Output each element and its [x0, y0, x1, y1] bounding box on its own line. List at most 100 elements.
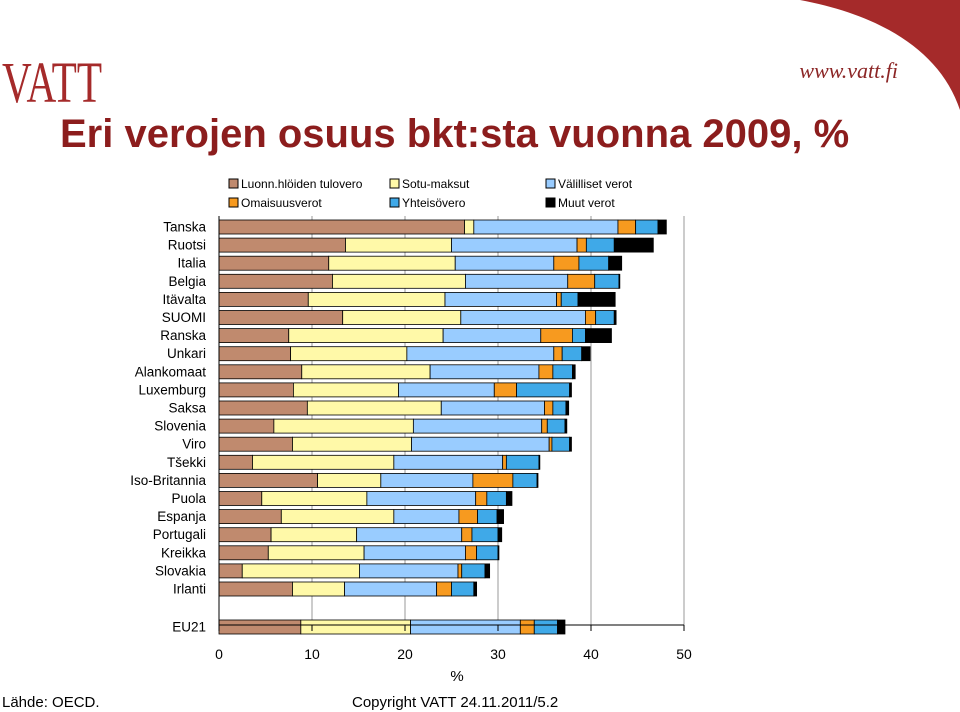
bar-segment-valilliset-verot	[366, 491, 477, 506]
bar-segment-yhteisovero	[561, 346, 583, 362]
bar-segment-omaisuusverot	[519, 619, 535, 635]
bar-segment-muut-verot	[538, 454, 541, 470]
bar-segment-omaisuusverot	[457, 563, 463, 579]
bar-segment-omaisuusverot	[585, 310, 597, 325]
bar-segment-yhteisovero	[552, 400, 567, 416]
bar-segment-muut-verot	[618, 273, 621, 289]
category-label-tanska: Tanska	[163, 220, 206, 235]
legend-label: Muut verot	[558, 196, 615, 210]
bar-segment-omaisuusverot	[617, 219, 637, 235]
bar-segment-omaisuusverot	[475, 491, 488, 506]
bar-segment-muut-verot	[557, 619, 566, 635]
legend-label: Sotu-maksut	[402, 177, 470, 191]
bar-segment-muut-verot	[473, 581, 478, 597]
category-label-unkari: Unkari	[167, 346, 206, 361]
bar-segment-yhteisovero	[560, 292, 579, 307]
bar-segment-omaisuusverot	[458, 509, 478, 525]
bar-segment-sotu-maksut	[292, 382, 399, 398]
legend-swatch	[228, 178, 239, 189]
bar-segment-muut-verot	[536, 472, 539, 488]
bar-segment-luonn-hloiden-tulovero	[218, 364, 303, 380]
bar-segment-yhteisovero	[486, 491, 507, 506]
bar-segment-luonn-hloiden-tulovero	[218, 509, 282, 525]
bar-segment-muut-verot	[564, 418, 568, 434]
bar-segment-omaisuusverot	[465, 545, 478, 561]
bar-segment-yhteisovero	[578, 255, 610, 271]
bar-segment-valilliset-verot	[454, 255, 555, 271]
bar-segment-muut-verot	[613, 310, 617, 325]
bar-segment-muut-verot	[608, 255, 623, 271]
bar-segment-sotu-maksut	[342, 310, 462, 325]
bar-segment-valilliset-verot	[451, 237, 578, 253]
bar-segment-muut-verot	[572, 364, 576, 380]
legend-label: Luonn.hlöiden tulovero	[241, 177, 363, 191]
bar-segment-valilliset-verot	[444, 292, 557, 307]
bar-segment-yhteisovero	[451, 581, 475, 597]
category-label-belgia: Belgia	[168, 274, 206, 289]
category-label-italia: Italia	[177, 256, 206, 271]
x-tick-label: 10	[304, 646, 320, 662]
bar-segment-valilliset-verot	[429, 364, 540, 380]
bar-segment-valilliset-verot	[380, 472, 474, 488]
legend-swatch	[545, 197, 556, 208]
category-label-espanja: Espanja	[157, 509, 206, 524]
legend-label: Välilliset verot	[558, 177, 633, 191]
category-label-suomi: SUOMI	[162, 310, 206, 325]
bar-segment-muut-verot	[569, 436, 572, 452]
website-link[interactable]: www.vatt.fi	[799, 58, 898, 83]
bar-segment-valilliset-verot	[363, 545, 466, 561]
bar-segment-luonn-hloiden-tulovero	[218, 436, 293, 452]
bar-segment-omaisuusverot	[544, 400, 554, 416]
bar-segment-yhteisovero	[551, 436, 571, 452]
bar-segment-muut-verot	[497, 527, 503, 543]
bar-segment-luonn-hloiden-tulovero	[218, 454, 253, 470]
x-tick-label: 20	[397, 646, 413, 662]
x-tick-label: 0	[215, 646, 223, 662]
bar-segment-luonn-hloiden-tulovero	[218, 382, 294, 398]
category-label-ruotsi: Ruotsi	[168, 238, 206, 253]
bar-segment-yhteisovero	[533, 619, 558, 635]
bar-segment-valilliset-verot	[465, 273, 569, 289]
bar-segment-valilliset-verot	[411, 436, 550, 452]
bar-segment-luonn-hloiden-tulovero	[218, 255, 330, 271]
bar-segment-luonn-hloiden-tulovero	[218, 545, 269, 561]
category-label-irlanti: Irlanti	[173, 582, 206, 597]
bar-segment-luonn-hloiden-tulovero	[218, 237, 346, 253]
legend-swatch	[545, 178, 556, 189]
bar-segment-valilliset-verot	[442, 328, 542, 344]
category-label-slovenia: Slovenia	[154, 419, 206, 434]
x-tick-label: 50	[676, 646, 692, 662]
category-label-viro: Viro	[182, 437, 206, 452]
bar-segment-sotu-maksut	[261, 491, 368, 506]
bar-segment-valilliset-verot	[460, 310, 586, 325]
bar-segment-yhteisovero	[595, 310, 615, 325]
bar-segment-valilliset-verot	[393, 454, 504, 470]
bar-segment-muut-verot	[496, 509, 504, 525]
category-label-alankomaat: Alankomaat	[135, 364, 207, 379]
bar-segment-luonn-hloiden-tulovero	[218, 581, 293, 597]
bar-segment-sotu-maksut	[273, 418, 414, 434]
bar-segment-muut-verot	[497, 545, 500, 561]
category-label-puola: Puola	[171, 491, 206, 506]
corner-decoration	[800, 0, 960, 110]
bar-segment-omaisuusverot	[540, 328, 573, 344]
bar-segment-yhteisovero	[635, 219, 659, 235]
category-label-luxemburg: Luxemburg	[138, 382, 206, 397]
bar-segment-sotu-maksut	[267, 545, 365, 561]
bar-segment-yhteisovero	[594, 273, 620, 289]
bar-segment-yhteisovero	[516, 382, 571, 398]
bar-segment-omaisuusverot	[472, 472, 514, 488]
bar-segment-omaisuusverot	[553, 346, 563, 362]
bar-segment-sotu-maksut	[306, 400, 442, 416]
category-label-portugali: Portugali	[153, 527, 206, 542]
bar-segment-omaisuusverot	[576, 237, 587, 253]
category-label-slovakia: Slovakia	[155, 563, 207, 578]
bar-segment-omaisuusverot	[502, 454, 507, 470]
bar-segment-sotu-maksut	[332, 273, 466, 289]
bar-segment-valilliset-verot	[344, 581, 438, 597]
bar-segment-valilliset-verot	[473, 219, 619, 235]
bar-segment-luonn-hloiden-tulovero	[218, 400, 308, 416]
bar-segment-sotu-maksut	[300, 619, 411, 635]
x-axis-label: %	[450, 668, 463, 685]
bar-segment-luonn-hloiden-tulovero	[218, 472, 318, 488]
